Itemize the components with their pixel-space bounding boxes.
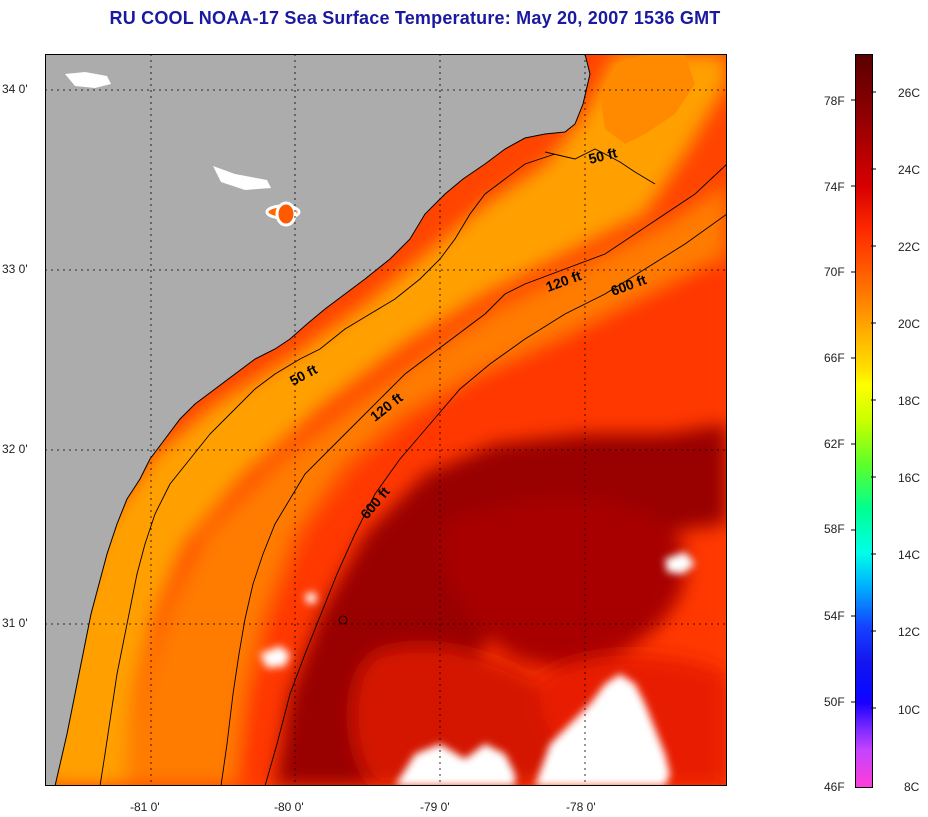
colorbar-label-62f: 62F bbox=[824, 437, 845, 451]
colorbar-label-46f: 46F bbox=[824, 780, 845, 794]
latitude-label-31: 31 0' bbox=[2, 616, 28, 630]
inland-water bbox=[213, 166, 271, 190]
colorbar-label-26c: 26C bbox=[898, 86, 921, 100]
colorbar-label-8c: 8C bbox=[904, 780, 920, 794]
longitude-label-81: -81 0' bbox=[130, 800, 160, 814]
colorbar-label-24c: 24C bbox=[898, 163, 921, 177]
latitude-label-34: 34 0' bbox=[2, 82, 28, 96]
contour-label-50ft-north: 50 ft bbox=[587, 144, 619, 167]
contour-120ft bbox=[220, 163, 727, 786]
sst-map: 50 ft 50 ft 120 ft 120 ft 600 ft 600 ft bbox=[45, 54, 727, 786]
colorbar-label-20c: 20C bbox=[898, 317, 921, 331]
longitude-label-79: -79 0' bbox=[420, 800, 450, 814]
land-area bbox=[45, 54, 590, 786]
colorbar-label-54f: 54F bbox=[824, 609, 845, 623]
colorbar-label-14c: 14C bbox=[898, 548, 921, 562]
cloud-patches bbox=[260, 552, 695, 786]
colorbar-label-22c: 22C bbox=[898, 240, 921, 254]
temperature-colorbar bbox=[855, 54, 873, 788]
latitude-label-33: 33 0' bbox=[2, 262, 28, 276]
longitude-label-80: -80 0' bbox=[274, 800, 304, 814]
colorbar-label-78f: 78F bbox=[824, 94, 845, 108]
map-graticule bbox=[45, 54, 727, 786]
colorbar-label-66f: 66F bbox=[824, 351, 845, 365]
colorbar-label-18c: 18C bbox=[898, 394, 921, 408]
contour-50ft bbox=[99, 148, 656, 786]
colorbar-label-58f: 58F bbox=[824, 522, 845, 536]
colorbar-label-74f: 74F bbox=[824, 180, 845, 194]
contour-ring bbox=[338, 615, 348, 625]
longitude-label-78: -78 0' bbox=[566, 800, 596, 814]
colorbar-label-12c: 12C bbox=[898, 625, 921, 639]
inland-water bbox=[65, 72, 111, 88]
colorbar-ticks bbox=[851, 91, 876, 709]
map-title: RU COOL NOAA-17 Sea Surface Temperature:… bbox=[109, 8, 721, 28]
shelf-water bbox=[125, 184, 727, 786]
colorbar-label-50f: 50F bbox=[824, 695, 845, 709]
colorbar-label-70f: 70F bbox=[824, 265, 845, 279]
colorbar-label-16c: 16C bbox=[898, 471, 921, 485]
colorbar-label-10c: 10C bbox=[898, 703, 921, 717]
coastline bbox=[54, 54, 591, 786]
estuary bbox=[600, 54, 695, 144]
nearshore-water bbox=[45, 54, 727, 786]
latitude-label-32: 32 0' bbox=[2, 442, 28, 456]
inland-lake bbox=[275, 201, 297, 227]
contour-600ft bbox=[264, 213, 727, 786]
